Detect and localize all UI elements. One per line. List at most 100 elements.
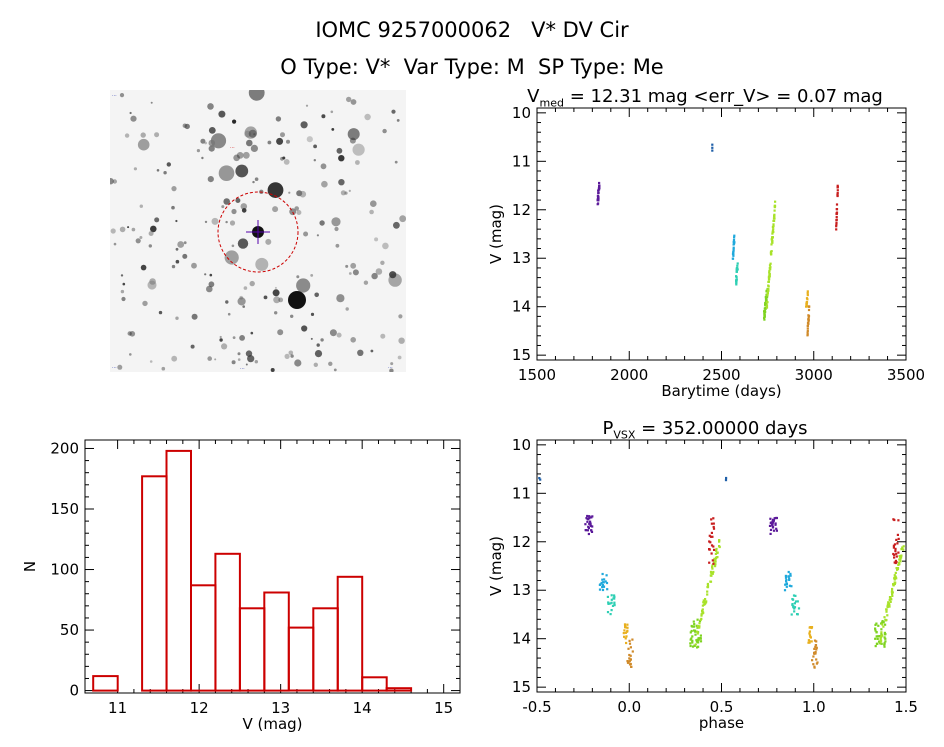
ph-point (894, 559, 897, 562)
ph-point (708, 534, 711, 537)
lc-point (732, 250, 735, 253)
ph-point (815, 648, 818, 651)
ph-cluster (879, 545, 905, 644)
ph-point (691, 645, 695, 648)
ph-point (604, 580, 607, 583)
field-star (394, 160, 398, 164)
ph-point (898, 563, 901, 566)
ph-point (601, 578, 604, 581)
ph-point (815, 640, 818, 643)
field-star (278, 297, 284, 303)
field-star (237, 358, 241, 361)
lc-point (736, 262, 739, 265)
ph-point (812, 663, 815, 666)
ph-point (894, 576, 897, 579)
ph-point (587, 525, 590, 528)
ph-point (874, 623, 877, 626)
hist-bar (263, 591, 290, 692)
field-star (149, 360, 153, 363)
ph-point (694, 643, 697, 646)
field-star (245, 363, 248, 366)
lc-point (806, 290, 809, 293)
ph-point (586, 520, 589, 523)
ph-point (769, 521, 772, 524)
ph-point (696, 646, 699, 649)
lc-point (735, 275, 738, 278)
ph-point (591, 515, 594, 518)
ph-point (624, 631, 627, 634)
ph-ytick-label: 11 (512, 484, 531, 502)
ph-point (891, 590, 894, 593)
ph-point (790, 613, 793, 616)
hist-frame (84, 439, 461, 694)
lc-point (836, 192, 839, 195)
hist-ytick-label: 200 (50, 439, 79, 457)
lc-point (765, 306, 769, 309)
ph-point (875, 635, 878, 638)
lc-point (806, 333, 809, 336)
field-star (110, 228, 116, 234)
ph-point (628, 663, 632, 666)
hist-bar (361, 676, 388, 692)
lc-ytick-label: 12 (512, 201, 531, 219)
field-star (344, 191, 348, 195)
lc-point (768, 275, 771, 278)
ph-point (613, 604, 616, 607)
ph-point (892, 518, 895, 521)
field-star (345, 264, 349, 268)
ph-point (772, 529, 776, 532)
ph-point (893, 556, 896, 559)
ph-point (814, 652, 817, 655)
field-star (348, 189, 351, 192)
field-star (171, 186, 177, 192)
ph-point (699, 634, 702, 637)
field-star (283, 159, 290, 165)
lc-point (772, 226, 775, 229)
ph-point (893, 582, 896, 586)
ph-point (710, 518, 713, 521)
ph-point (629, 654, 632, 657)
lc-point (806, 292, 809, 295)
ph-point (704, 601, 708, 604)
lc-point (732, 254, 735, 257)
ph-point (810, 640, 813, 643)
ph-cluster (584, 514, 594, 536)
lc-point (768, 271, 771, 274)
field-star (294, 206, 299, 211)
lc-point (598, 187, 601, 190)
lc-point (835, 221, 838, 224)
ph-point (611, 604, 615, 607)
ph-point (880, 628, 883, 631)
ph-point (627, 647, 630, 650)
hist-ytick-label: 50 (60, 621, 79, 639)
ph-point (808, 630, 811, 633)
ph-point (876, 637, 879, 640)
field-star (235, 164, 249, 178)
ph-point (699, 637, 702, 640)
field-star (375, 268, 383, 275)
field-star (232, 119, 237, 124)
field-star (370, 200, 377, 207)
ph-point (882, 625, 885, 628)
ph-point (606, 611, 610, 614)
field-star (369, 209, 374, 215)
lc-point (836, 189, 839, 192)
ph-point (700, 614, 703, 617)
ph-point (691, 641, 694, 644)
ph-point (811, 659, 814, 662)
ph-point (628, 657, 631, 660)
field-star (391, 109, 396, 114)
field-star (273, 296, 281, 304)
lc-point (835, 228, 838, 231)
field-star (117, 364, 123, 370)
field-star (274, 311, 278, 315)
ph-point (891, 592, 894, 595)
ph-point (888, 603, 891, 606)
field-star (306, 136, 313, 143)
field-star (182, 253, 188, 259)
ph-point (626, 623, 629, 626)
ph-point (787, 570, 790, 574)
lc-point (835, 215, 838, 219)
field-star (254, 177, 259, 181)
ph-point (888, 605, 891, 608)
